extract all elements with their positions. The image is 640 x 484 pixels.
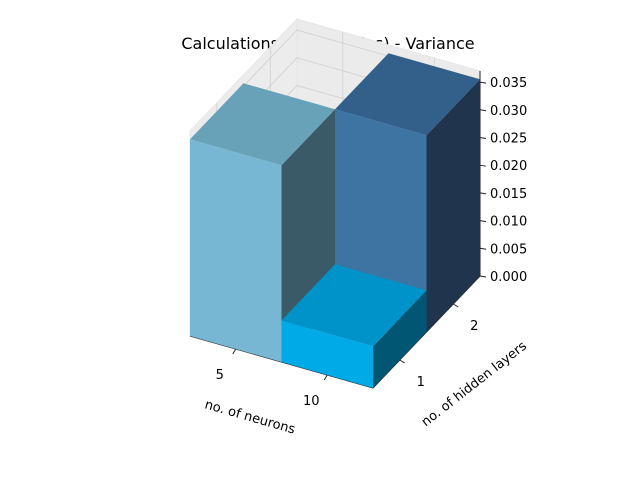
bars bbox=[190, 53, 480, 388]
bar-top-face bbox=[335, 53, 480, 136]
z-tick-mark bbox=[479, 136, 487, 139]
z-tick-mark bbox=[479, 247, 487, 250]
z-tick-label: 0.035 bbox=[490, 76, 527, 91]
tick-labels: 5 10 1 2 0.000 0.005 0.010 0.015 0.020 0.025 0.030… bbox=[216, 76, 528, 409]
x-tick-mark bbox=[232, 348, 237, 355]
bar-top-face bbox=[281, 264, 427, 347]
x-tick-mark bbox=[323, 374, 328, 381]
bar-side-face bbox=[373, 290, 427, 388]
z-tick-label: 0.030 bbox=[490, 104, 527, 119]
z-tick-mark bbox=[479, 81, 487, 84]
bar-side-face bbox=[426, 79, 480, 332]
z-tick-mark bbox=[479, 192, 487, 195]
bar-top-face bbox=[190, 83, 335, 166]
y-tick-mark bbox=[399, 359, 406, 364]
y-tick-label: 1 bbox=[417, 375, 425, 390]
y-axis-label: no. of hidden layers bbox=[419, 339, 530, 430]
z-tick-mark bbox=[479, 164, 487, 167]
z-tick-label: 0.015 bbox=[490, 187, 527, 202]
y-tick-mark bbox=[452, 303, 459, 308]
z-tick-label: 0.010 bbox=[490, 215, 527, 230]
x-tick-label: 10 bbox=[303, 394, 320, 409]
z-tick-label: 0.005 bbox=[490, 242, 527, 257]
z-tick-mark bbox=[479, 275, 487, 278]
x-tick-label: 5 bbox=[216, 368, 224, 383]
bar-front-face bbox=[281, 320, 373, 388]
bar-front-face bbox=[190, 139, 282, 362]
z-tick-label: 0.020 bbox=[490, 159, 527, 174]
x-axis-label: no. of neurons bbox=[203, 397, 297, 437]
z-tick-mark bbox=[479, 109, 487, 112]
z-tick-mark bbox=[479, 220, 487, 223]
bar-n5-h1 bbox=[190, 83, 335, 362]
z-tick-label: 0.025 bbox=[490, 131, 527, 146]
bar-n10-h1 bbox=[281, 264, 427, 388]
y-tick-label: 2 bbox=[470, 319, 478, 334]
z-tick-label: 0.000 bbox=[490, 270, 527, 285]
